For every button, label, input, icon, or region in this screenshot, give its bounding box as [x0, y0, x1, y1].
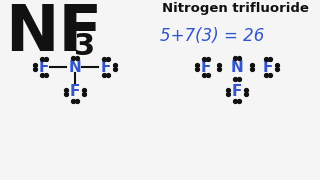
Text: Nitrogen trifluoride: Nitrogen trifluoride	[162, 2, 309, 15]
Text: F: F	[201, 60, 211, 75]
Text: NF: NF	[5, 2, 102, 64]
Text: F: F	[232, 84, 242, 100]
Text: F: F	[101, 60, 111, 75]
Text: N: N	[231, 60, 244, 75]
Text: N: N	[68, 60, 81, 75]
Text: F: F	[263, 60, 273, 75]
Text: F: F	[70, 84, 80, 100]
Text: 3: 3	[74, 32, 95, 61]
Text: 5+7(3) = 26: 5+7(3) = 26	[160, 27, 264, 45]
Text: F: F	[39, 60, 49, 75]
